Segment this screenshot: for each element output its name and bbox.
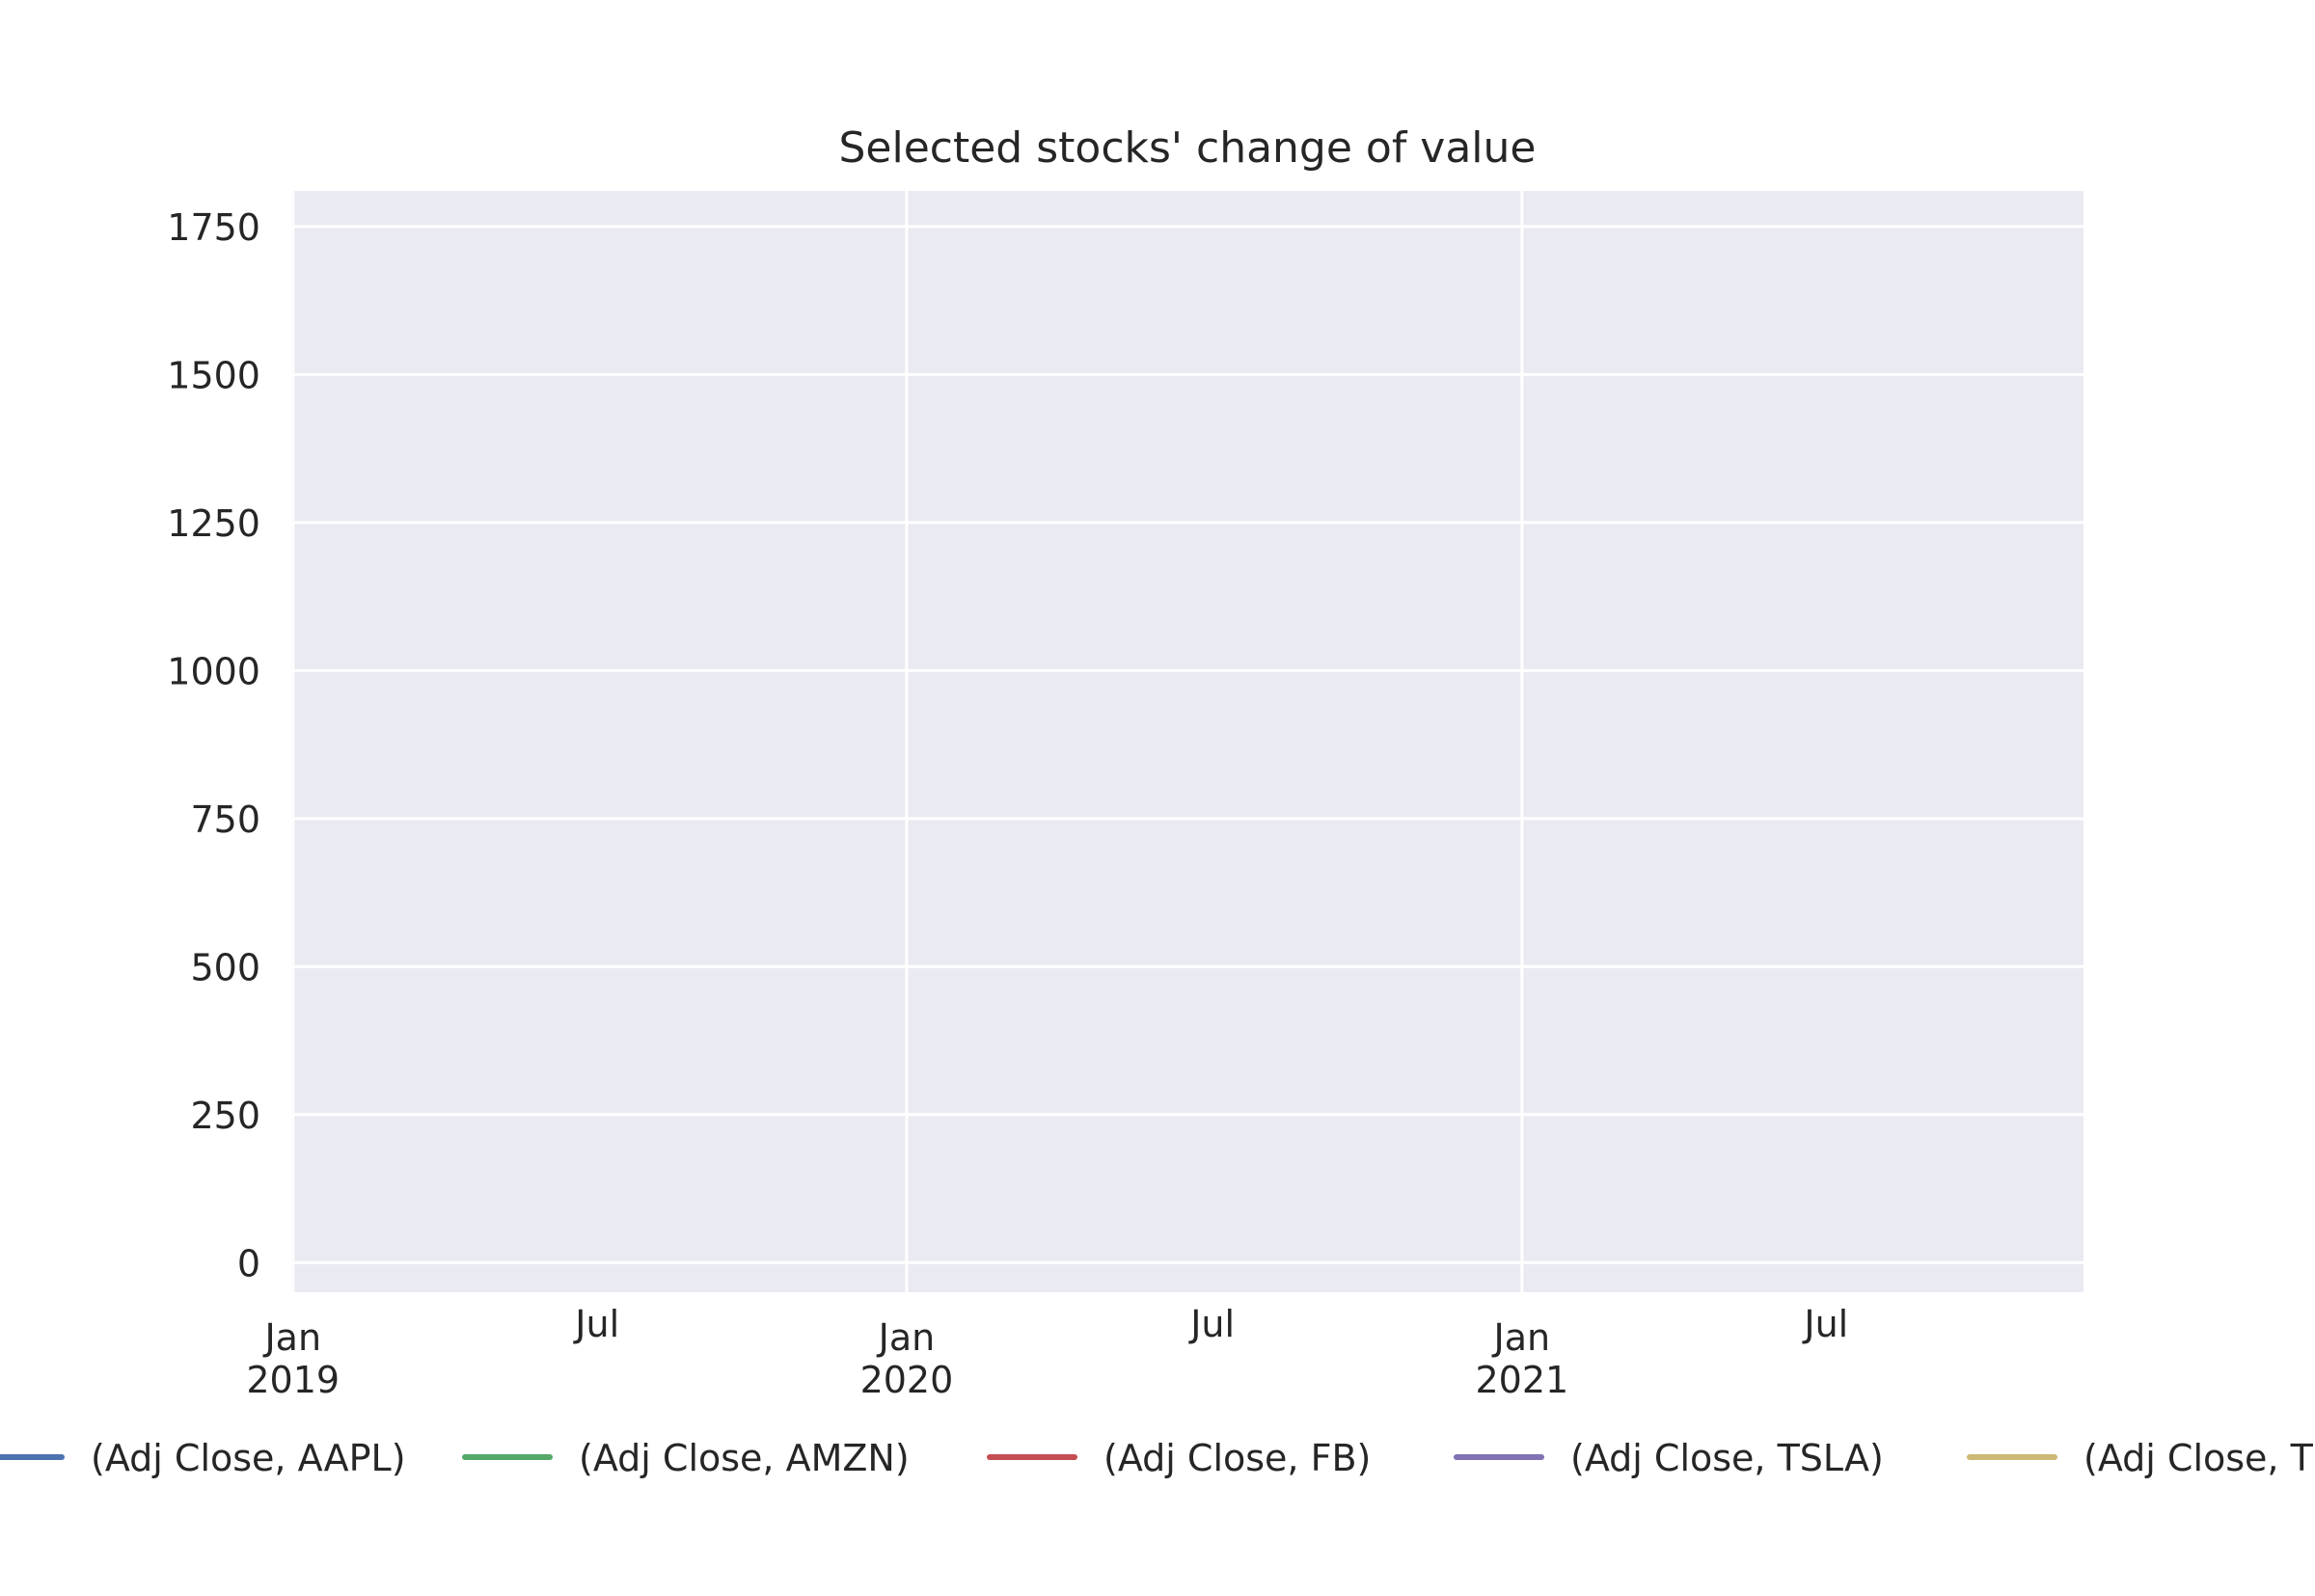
y-tick-label: 1750 bbox=[167, 206, 260, 249]
x-tick-label: Jul bbox=[1802, 1303, 1848, 1345]
grid bbox=[291, 191, 2084, 1292]
legend-item: (Adj Close, AMZN) bbox=[462, 1437, 910, 1479]
legend-label: (Adj Close, AAPL) bbox=[91, 1437, 406, 1479]
legend-label: (Adj Close, TSLA) bbox=[1570, 1437, 1884, 1479]
x-tick-label: 2020 bbox=[860, 1359, 954, 1401]
x-tick-label: 2019 bbox=[246, 1359, 340, 1401]
legend-item: (Adj Close, AAPL) bbox=[0, 1437, 406, 1479]
chart-title: Selected stocks' change of value bbox=[839, 123, 1537, 173]
y-tick-label: 250 bbox=[190, 1095, 260, 1137]
x-tick-label: Jul bbox=[1188, 1303, 1235, 1345]
legend-label: (Adj Close, T bbox=[2084, 1437, 2314, 1479]
legend-label: (Adj Close, FB) bbox=[1103, 1437, 1371, 1479]
y-tick-label: 500 bbox=[190, 946, 260, 988]
legend-label: (Adj Close, AMZN) bbox=[579, 1437, 910, 1479]
y-tick-label: 1250 bbox=[167, 502, 260, 545]
x-tick-label: Jan bbox=[262, 1316, 321, 1359]
x-tick-label: 2021 bbox=[1475, 1359, 1568, 1401]
legend: (Adj Close, AAPL) (Adj Close, AMZN) (Adj C… bbox=[0, 1437, 2314, 1479]
plot-area bbox=[291, 191, 2084, 1292]
y-tick-label: 1000 bbox=[167, 650, 260, 692]
y-tick-label: 0 bbox=[237, 1242, 260, 1285]
legend-item: (Adj Close, TSLA) bbox=[1454, 1437, 1884, 1479]
y-tick-label: 1500 bbox=[167, 354, 260, 396]
legend-item: (Adj Close, FB) bbox=[987, 1437, 1371, 1479]
y-tick-label: 750 bbox=[190, 798, 260, 841]
legend-item: (Adj Close, T bbox=[1967, 1437, 2314, 1479]
x-tick-label: Jan bbox=[1492, 1316, 1551, 1359]
x-tick-label: Jan bbox=[877, 1316, 936, 1359]
y-axis-ticks: 0 250 500 750 1000 1250 1500 1750 bbox=[167, 206, 260, 1285]
x-tick-label: Jul bbox=[573, 1303, 619, 1345]
